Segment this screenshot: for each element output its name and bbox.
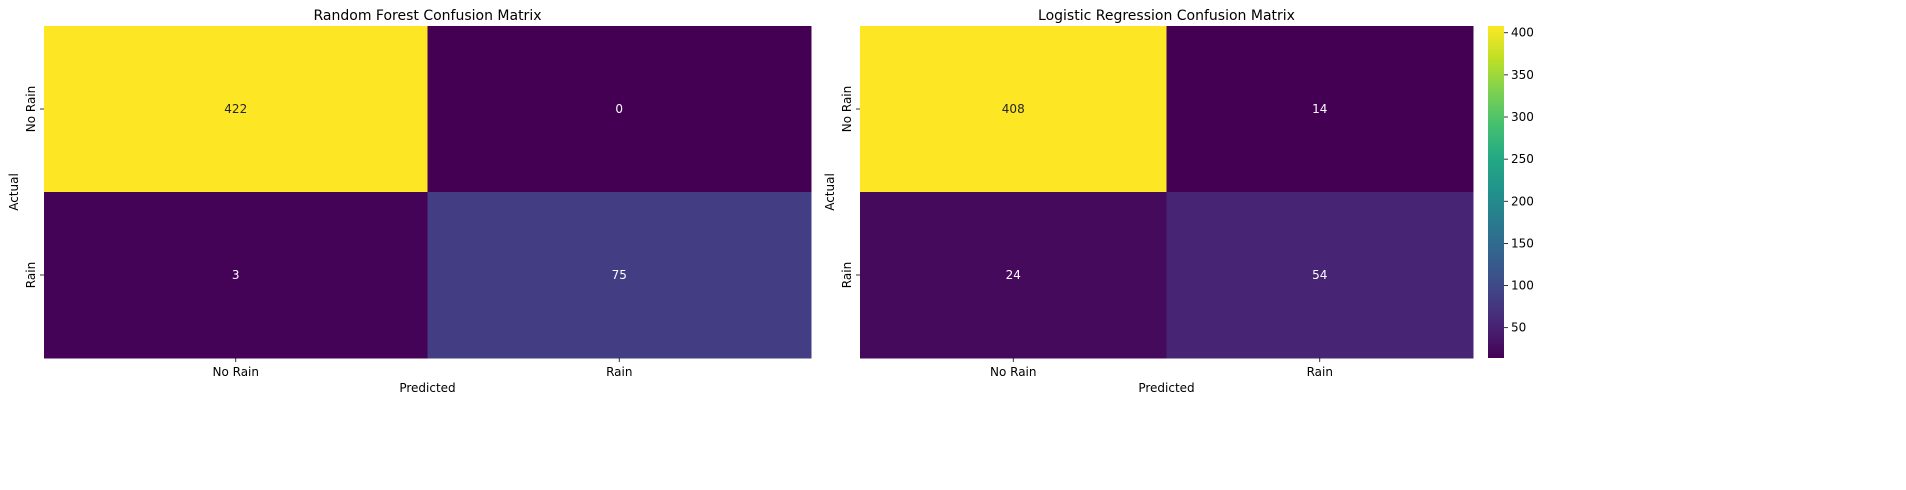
chart-title: Logistic Regression Confusion Matrix	[1038, 8, 1295, 24]
cell-value-label: 3	[232, 268, 240, 282]
cell-value-label: 54	[1312, 268, 1327, 282]
cell-value-label: 408	[1002, 102, 1025, 116]
logistic-regression-heatmap: 408 14 24 54 No Rain Rain No Rain Rain Logistic …	[823, 8, 1474, 395]
heatmap-cell	[1166, 192, 1474, 359]
x-axis-label: Predicted	[399, 381, 455, 395]
x-tick-label: No Rain	[213, 365, 260, 379]
cell-value-label: 24	[1006, 268, 1021, 282]
heatmap-cell	[44, 192, 428, 359]
x-tick-label: Rain	[1307, 365, 1333, 379]
y-tick-label: Rain	[840, 262, 854, 288]
cell-value-label: 0	[615, 102, 623, 116]
y-tick-label: No Rain	[24, 86, 38, 133]
colorbar-bar	[1488, 26, 1504, 358]
cell-value-label: 75	[612, 268, 627, 282]
y-axis-label: Actual	[823, 173, 837, 211]
colorbar-tick-label: 150	[1511, 236, 1534, 250]
cell-value-label: 14	[1312, 102, 1327, 116]
random-forest-heatmap: 422 0 3 75 No Rain Rain No Rain Rain Random Fore…	[7, 8, 812, 395]
y-tick-label: No Rain	[840, 86, 854, 133]
y-tick-label: Rain	[24, 262, 38, 288]
colorbar-tick-label: 50	[1511, 321, 1526, 335]
heatmap-cell	[860, 192, 1167, 359]
heatmap-cell	[427, 192, 812, 359]
colorbar-tick-label: 300	[1511, 110, 1534, 124]
colorbar-tick-label: 400	[1511, 26, 1534, 40]
heatmap-cell	[1166, 26, 1474, 193]
cell-value-label: 422	[224, 102, 247, 116]
heatmap-cell	[427, 26, 812, 193]
colorbar-tick-label: 250	[1511, 152, 1534, 166]
x-tick-label: No Rain	[990, 365, 1037, 379]
heatmap-cell	[860, 26, 1167, 193]
colorbar-tick-label: 100	[1511, 279, 1534, 293]
colorbar-tick-label: 200	[1511, 194, 1534, 208]
heatmap-cell	[44, 26, 428, 193]
x-tick-label: Rain	[606, 365, 632, 379]
x-axis-label: Predicted	[1138, 381, 1194, 395]
y-axis-label: Actual	[7, 173, 21, 211]
colorbar-tick-label: 350	[1511, 68, 1534, 82]
chart-title: Random Forest Confusion Matrix	[314, 8, 542, 24]
colorbar: 50 100 150 200 250 300 350 400	[1488, 26, 1534, 358]
